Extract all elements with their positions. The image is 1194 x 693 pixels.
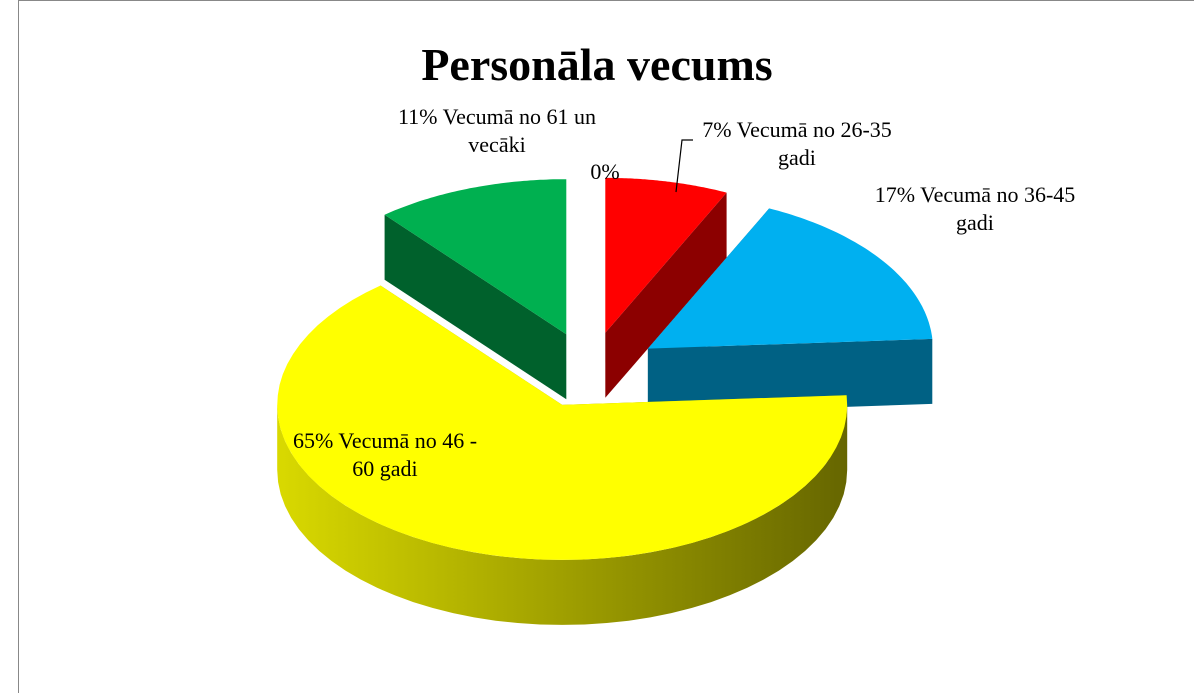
slice-top: [647, 208, 933, 349]
slice-side: [277, 404, 848, 625]
slice-face: [647, 338, 933, 414]
slice-top: [605, 177, 727, 333]
slice-top: [384, 179, 567, 335]
value-label: 7%: [702, 117, 732, 142]
leader-line: [675, 139, 693, 193]
value-label: 65%: [292, 428, 334, 453]
category-label: Vecumā no 61 un vecāki: [442, 104, 596, 157]
slice-top: [277, 285, 848, 560]
slice-face: [605, 192, 727, 398]
category-label: Vecumā no 26-35 gadi: [736, 117, 892, 170]
slice-face: [384, 214, 567, 400]
slice: [605, 177, 727, 398]
data-label: 17% Vecumā no 36-45 gadi: [855, 181, 1095, 237]
slice: [647, 208, 933, 414]
value-label: 11%: [398, 104, 438, 129]
data-label: 7% Vecumā no 26-35 gadi: [690, 116, 905, 172]
category-label: Vecumā no 36-45 gadi: [920, 182, 1076, 235]
category-label: Vecumā no 46 - 60 gadi: [338, 428, 478, 481]
data-label: 11% Vecumā no 61 un vecāki: [382, 103, 612, 159]
slice: [384, 179, 567, 400]
value-label: 0%: [590, 159, 620, 184]
chart-title: Personāla vecums: [421, 39, 773, 90]
data-label: 65% Vecumā no 46 - 60 gadi: [280, 427, 490, 483]
data-label: 0%: [575, 158, 635, 186]
chart-border: [18, 0, 1194, 693]
slice: [277, 285, 848, 625]
value-label: 17%: [874, 182, 916, 207]
